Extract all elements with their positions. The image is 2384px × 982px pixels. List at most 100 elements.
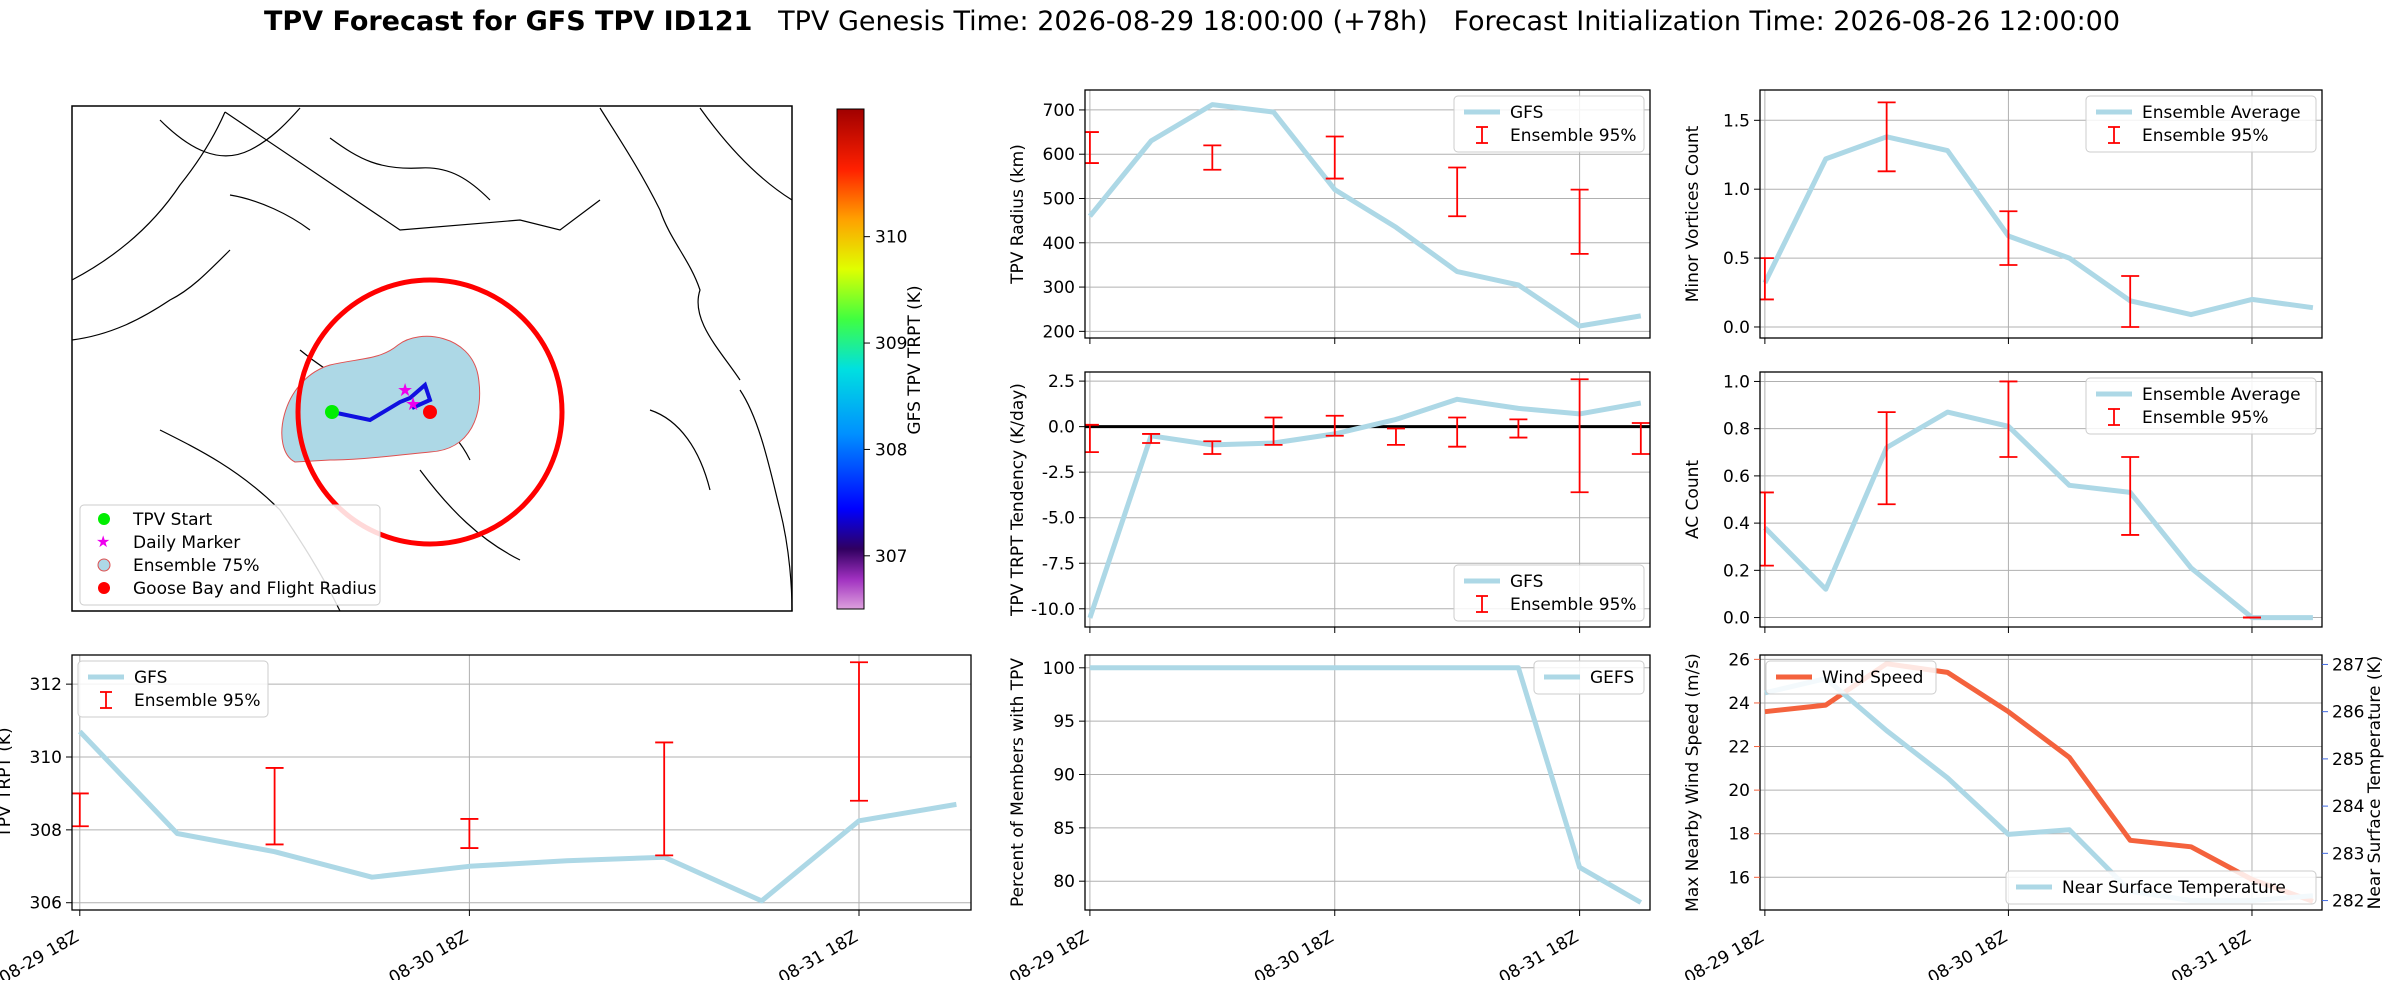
ac-count-chart: 0.0 0.2 0.4 0.6 0.8 1.0 AC Count Ensemble Avera… — [1670, 360, 2384, 635]
y-tick-label: 306 — [30, 894, 62, 914]
mask — [1670, 640, 1760, 980]
y2-tick-label: 282 — [2332, 892, 2364, 912]
green-circle-icon — [98, 513, 110, 525]
legend-label: Ensemble 95% — [2142, 126, 2269, 146]
tendency-chart: -10.0 -7.5 -5.0 -2.5 0.0 2.5 TPV TRPT Tendency… — [990, 360, 1670, 635]
legend-goose-bay: Goose Bay and Flight Radius — [133, 579, 377, 599]
mask — [0, 640, 72, 980]
colorbar-label: GFS TPV TRPT (K) — [905, 285, 925, 434]
y-tick-label: 100 — [1043, 659, 1075, 679]
y-tick-label: 500 — [1043, 190, 1075, 210]
series-line-gefs — [1089, 665, 1643, 905]
radius-chart: 200 300 400 500 600 700 TPV Radius (km) GFS Ense… — [990, 80, 1670, 355]
plot-frame — [71, 654, 972, 911]
y2-axis-label: Near Surface Temperature (K) — [2365, 656, 2384, 910]
y-tick-label: 600 — [1043, 145, 1075, 165]
y-tick-label: 300 — [1043, 278, 1075, 298]
y-tick-label: 312 — [30, 675, 62, 695]
legend-daily-marker: Daily Marker — [133, 533, 240, 553]
y-tick-label: 2.5 — [1048, 372, 1075, 392]
y-axis-label: Percent of Members with TPV — [1008, 658, 1028, 907]
title-bold: TPV Forecast for GFS TPV ID121 — [263, 6, 753, 37]
plot-frame — [1759, 654, 2323, 911]
legend-box — [2005, 870, 2317, 905]
legend-label: Ensemble 95% — [1510, 595, 1637, 615]
y2-tick-label: 283 — [2332, 844, 2364, 864]
mask — [1650, 80, 1670, 355]
y-tick-label: 200 — [1043, 322, 1075, 342]
y2-tick-label: 287 — [2332, 655, 2364, 675]
legend-label: GFS — [1510, 572, 1543, 592]
daily-marker: ★ — [397, 380, 413, 401]
red-circle-icon — [98, 582, 110, 594]
legend-box — [1453, 95, 1645, 153]
mask — [990, 80, 1085, 355]
legend-label: Ensemble 95% — [1510, 126, 1637, 146]
mask — [1650, 640, 1670, 980]
plot-frame — [1759, 89, 2323, 339]
y2-tick-label: 285 — [2332, 750, 2364, 770]
y-tick-label: -10.0 — [1031, 600, 1075, 620]
y-axis-label: TPV TRPT Tendency (K/day) — [1008, 383, 1028, 617]
x-tick-label: 08-30 18Z — [386, 927, 472, 980]
daily-marker: ★ — [405, 394, 421, 415]
legend-box — [2085, 95, 2317, 153]
plot-frame — [1084, 654, 1651, 911]
y-tick-label: 1.0 — [1723, 372, 1750, 392]
goose-bay-marker — [423, 405, 437, 419]
y-tick-label: 308 — [30, 821, 62, 841]
y-tick-label: 0.4 — [1723, 514, 1750, 534]
y2-tick-label: 286 — [2332, 703, 2364, 723]
colorbar-tick-label: 309 — [875, 334, 907, 354]
mask — [971, 640, 990, 980]
y-tick-label: 18 — [1728, 825, 1750, 845]
plot-frame — [1759, 371, 2323, 628]
map-legend: ★ TPV Start Daily Marker Ensemble 75% Go… — [79, 504, 381, 606]
y-tick-label: 0.0 — [1723, 609, 1750, 629]
mask — [1650, 360, 1670, 635]
light-blue-circle-icon — [97, 558, 111, 572]
title-init: Forecast Initialization Time: 2026-08-26… — [1453, 6, 2121, 37]
legend-label: GEFS — [1590, 668, 1634, 688]
y-tick-label: 0.0 — [1048, 418, 1075, 438]
y-tick-label: 22 — [1728, 738, 1750, 758]
legend-box — [1453, 564, 1645, 622]
legend-label: Near Surface Temperature — [2062, 878, 2286, 898]
legend-label: Ensemble Average — [2142, 103, 2301, 123]
legend-star-icon: ★ — [96, 532, 110, 551]
y-tick-label: 95 — [1053, 712, 1075, 732]
y-axis-label: TPV Radius (km) — [1008, 144, 1028, 285]
colorbar-ticks: 307 308 309 310 — [864, 228, 907, 567]
y-tick-label: 0.2 — [1723, 561, 1750, 581]
y-tick-label: 26 — [1728, 650, 1750, 670]
x-tick-label: 08-31 18Z — [2168, 927, 2254, 980]
mask — [1670, 80, 1760, 355]
legend-ensemble-75: Ensemble 75% — [133, 556, 260, 576]
colorbar — [836, 108, 865, 610]
y-tick-label: 0.5 — [1723, 249, 1750, 269]
legend-label: Ensemble 95% — [134, 691, 261, 711]
y-axis-label: TPV TRPT (K) — [0, 727, 15, 838]
y-tick-label: 20 — [1728, 781, 1750, 801]
colorbar-tick-label: 310 — [875, 228, 907, 248]
x-tick-label: 08-31 18Z — [1496, 927, 1582, 980]
y-tick-label: -7.5 — [1042, 554, 1075, 574]
mask — [2322, 360, 2384, 635]
minor-vortices-chart: 0.0 0.5 1.0 1.5 Minor Vortices Count Ensemble… — [1670, 80, 2384, 355]
y-tick-label: 0.6 — [1723, 467, 1750, 487]
y-tick-label: -5.0 — [1042, 509, 1075, 529]
legend-label: Wind Speed — [1822, 668, 1923, 688]
x-tick-label: 08-31 18Z — [775, 927, 861, 980]
y-axis-label: Max Nearby Wind Speed (m/s) — [1683, 653, 1703, 912]
goose-bay-flight-radius — [295, 277, 565, 547]
y-tick-label: -2.5 — [1042, 463, 1075, 483]
tpv-start-marker — [325, 405, 339, 419]
y-tick-label: 400 — [1043, 234, 1075, 254]
legend-label: Ensemble 95% — [2142, 408, 2269, 428]
series-line-gfs — [77, 729, 957, 904]
x-tick-label: 08-30 18Z — [1251, 927, 1337, 980]
legend-label: Ensemble Average — [2142, 385, 2301, 405]
